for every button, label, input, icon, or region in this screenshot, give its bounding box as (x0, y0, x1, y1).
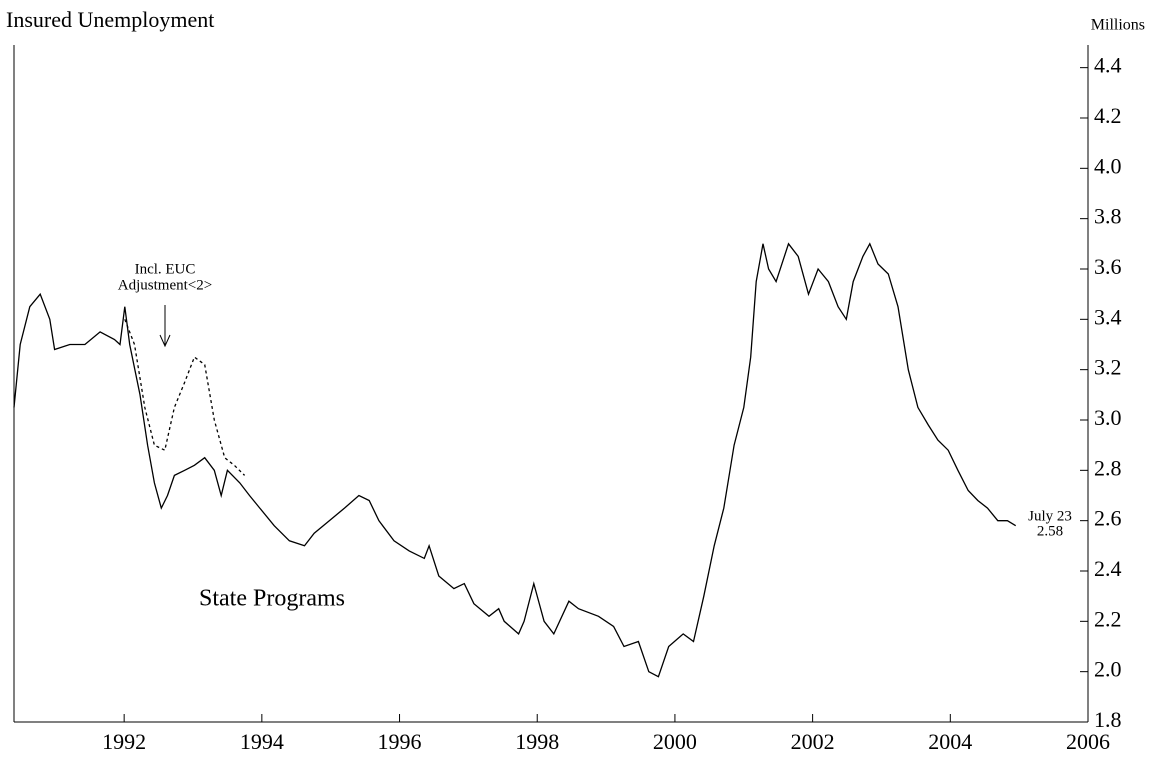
x-tick-label: 1994 (240, 729, 284, 754)
y-axis-label: Millions (1091, 17, 1145, 34)
y-tick-label: 4.4 (1094, 53, 1122, 78)
x-tick-label: 1998 (515, 729, 559, 754)
annotation: July 23 (1028, 508, 1072, 524)
y-tick-label: 1.8 (1094, 707, 1122, 732)
annotation: State Programs (199, 586, 345, 612)
x-tick-label: 2006 (1066, 729, 1110, 754)
annotation: Incl. EUC (135, 261, 196, 277)
y-tick-label: 2.8 (1094, 455, 1122, 480)
arrow-head (159, 334, 171, 348)
y-tick-label: 4.2 (1094, 103, 1122, 128)
y-tick-label: 3.4 (1094, 304, 1122, 329)
y-tick-label: 3.2 (1094, 355, 1122, 380)
y-tick-label: 3.6 (1094, 254, 1122, 279)
x-tick-label: 2000 (653, 729, 697, 754)
x-tick-label: 2002 (791, 729, 835, 754)
annotation: 2.58 (1037, 523, 1063, 539)
annotation: Adjustment<2> (118, 277, 212, 293)
line-series (13, 242, 1017, 678)
y-tick-label: 2.0 (1094, 657, 1122, 682)
y-tick-label: 3.8 (1094, 204, 1122, 229)
y-tick-label: 3.0 (1094, 405, 1122, 430)
x-tick-label: 2004 (928, 729, 972, 754)
x-tick-label: 1996 (378, 729, 422, 754)
chart-title: Insured Unemployment (6, 7, 214, 32)
x-tick-label: 1992 (102, 729, 146, 754)
y-tick-label: 4.0 (1094, 153, 1122, 178)
line-series (124, 319, 246, 476)
y-tick-label: 2.2 (1094, 606, 1122, 631)
y-tick-label: 2.6 (1094, 506, 1122, 531)
y-tick-label: 2.4 (1094, 556, 1122, 581)
